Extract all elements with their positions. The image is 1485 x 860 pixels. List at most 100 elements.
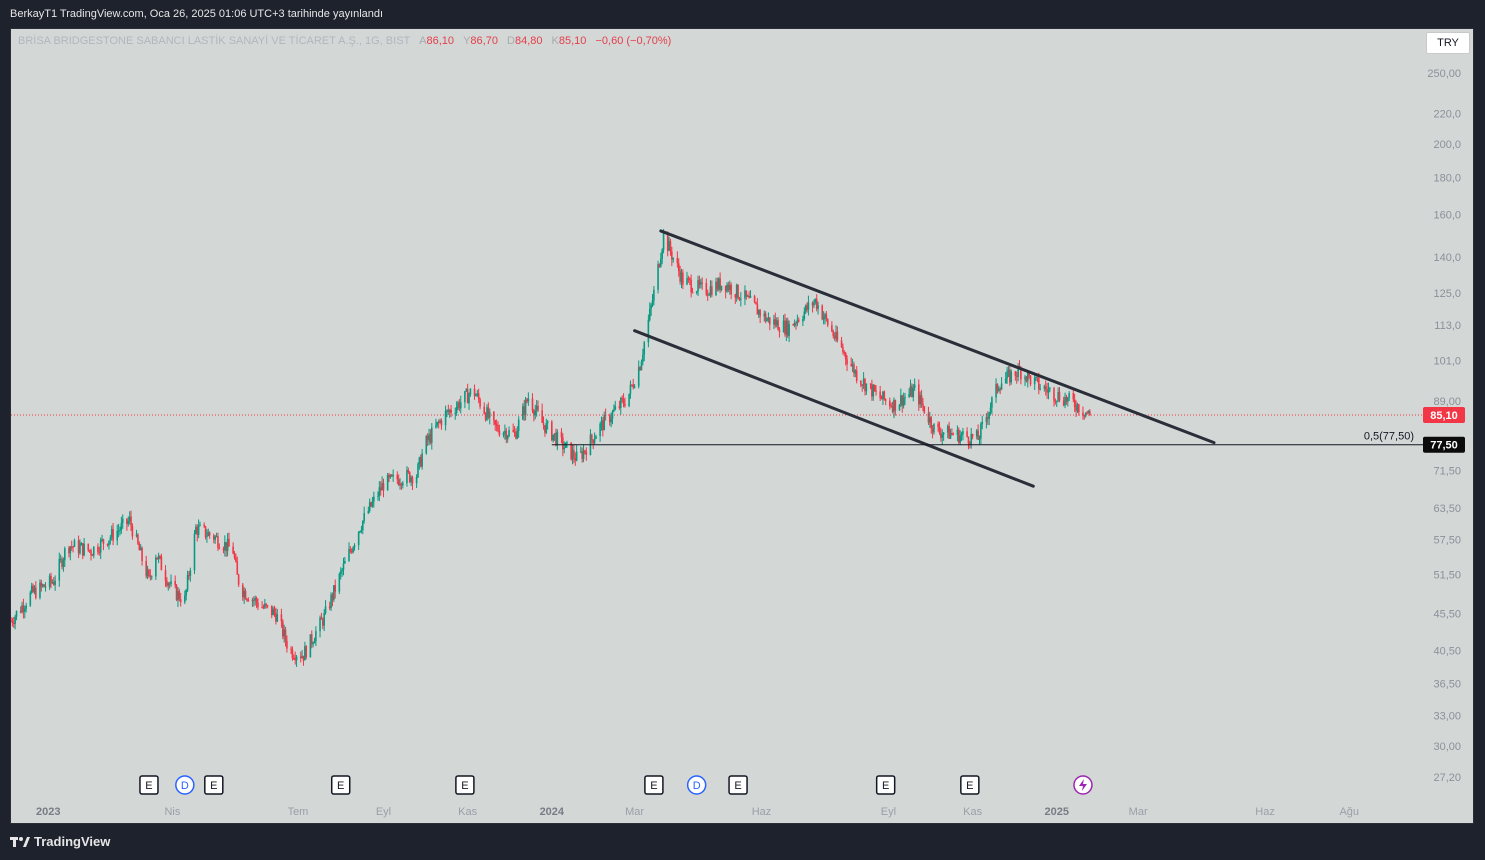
candle <box>534 404 537 420</box>
candle-body <box>353 545 356 548</box>
earnings-icon[interactable]: E <box>960 775 980 795</box>
candle <box>651 294 654 308</box>
candle-body <box>698 280 701 285</box>
candle-body <box>447 410 450 412</box>
candle <box>749 290 752 298</box>
candle-body <box>883 391 886 400</box>
earnings-icon[interactable]: E <box>204 775 224 795</box>
candle-body <box>1017 365 1019 377</box>
candle-body <box>397 479 400 485</box>
candle <box>814 298 817 305</box>
candle <box>429 429 432 445</box>
candle-body <box>54 580 56 585</box>
candle <box>77 535 80 559</box>
candle <box>70 540 73 551</box>
candle <box>418 456 421 470</box>
candle-body <box>1014 371 1017 376</box>
candle-body <box>334 585 337 592</box>
candle-body <box>1020 368 1022 380</box>
earnings-icon[interactable]: E <box>330 775 351 795</box>
candle-body <box>508 430 510 437</box>
candle-body <box>50 575 52 583</box>
candle <box>927 406 930 426</box>
candle-body <box>1047 389 1050 393</box>
candle-body <box>844 352 847 360</box>
candle-body <box>756 304 759 315</box>
candle-body <box>493 411 495 421</box>
dividend-icon[interactable]: D <box>175 775 195 795</box>
lightning-icon-bolt <box>1078 779 1087 791</box>
candle <box>508 426 510 438</box>
earnings-icon[interactable]: E <box>875 775 896 795</box>
candle-body <box>842 347 844 353</box>
chart-canvas[interactable]: 250,00 220,0 200,0 180,0 160,0 140,0 125,0 113,… <box>11 29 1475 825</box>
candle-body <box>969 443 971 445</box>
candle <box>653 285 655 306</box>
candle-body <box>1044 386 1047 390</box>
candle-body <box>959 435 961 443</box>
candle <box>844 351 847 366</box>
candle-body <box>157 555 160 560</box>
earnings-icon[interactable]: E <box>455 775 475 795</box>
candle-body <box>464 391 466 403</box>
price-tick-label: 140,0 <box>1433 252 1461 264</box>
candle-body <box>466 389 469 404</box>
candle <box>284 626 287 647</box>
candle-body <box>745 290 748 297</box>
candle <box>309 634 312 658</box>
candle-body <box>62 560 65 567</box>
tradingview-logo[interactable]: TradingView <box>10 834 110 849</box>
candle-body <box>604 414 607 416</box>
last-price-badge-bg <box>1423 407 1465 424</box>
candle <box>759 308 761 324</box>
price-tick-label: 71,50 <box>1433 465 1461 477</box>
candle <box>581 447 583 463</box>
chart-pane[interactable]: 250,00 220,0 200,0 180,0 160,0 140,0 125,0 113,… <box>10 28 1474 824</box>
candle <box>150 575 153 580</box>
candle-body <box>1083 414 1086 417</box>
candle <box>204 525 207 540</box>
candle-body <box>407 470 410 472</box>
candle-body <box>669 241 672 252</box>
candle <box>359 530 361 534</box>
candle <box>1000 377 1003 391</box>
candle-body <box>552 434 554 441</box>
earnings-icon[interactable]: E <box>728 775 748 795</box>
lightning-icon[interactable] <box>1073 775 1093 795</box>
candle-body <box>855 370 858 382</box>
earnings-icon[interactable]: E <box>139 775 159 795</box>
candle <box>446 409 448 418</box>
candle <box>23 605 26 619</box>
candle-body <box>11 620 14 624</box>
candle-body <box>668 241 670 251</box>
candle <box>426 433 429 446</box>
candle-body <box>545 423 548 433</box>
candle <box>188 571 190 580</box>
candle-body <box>454 412 457 414</box>
candle-body <box>517 419 520 432</box>
candle <box>740 292 742 307</box>
candle-body <box>207 532 210 537</box>
candle-body <box>435 425 437 428</box>
candle <box>30 582 33 595</box>
candle-body <box>894 399 897 411</box>
candle-body <box>257 602 259 608</box>
earnings-icon[interactable]: E <box>644 775 664 795</box>
candle-body <box>425 435 428 454</box>
candle-body <box>419 457 422 467</box>
candle-body <box>428 434 430 441</box>
candle-body <box>270 605 273 616</box>
candle-body <box>687 278 690 280</box>
candle-body <box>872 385 875 397</box>
candle-body <box>360 529 363 532</box>
candle-body <box>411 477 414 484</box>
candle-body <box>793 323 796 326</box>
candle <box>32 583 34 593</box>
candle <box>698 275 701 289</box>
currency-button[interactable]: TRY <box>1426 32 1470 54</box>
candle <box>843 350 846 357</box>
candle <box>792 323 795 326</box>
fib-level-badge-text: 77,50 <box>1430 440 1458 452</box>
candle <box>92 546 95 559</box>
dividend-icon[interactable]: D <box>686 775 707 795</box>
